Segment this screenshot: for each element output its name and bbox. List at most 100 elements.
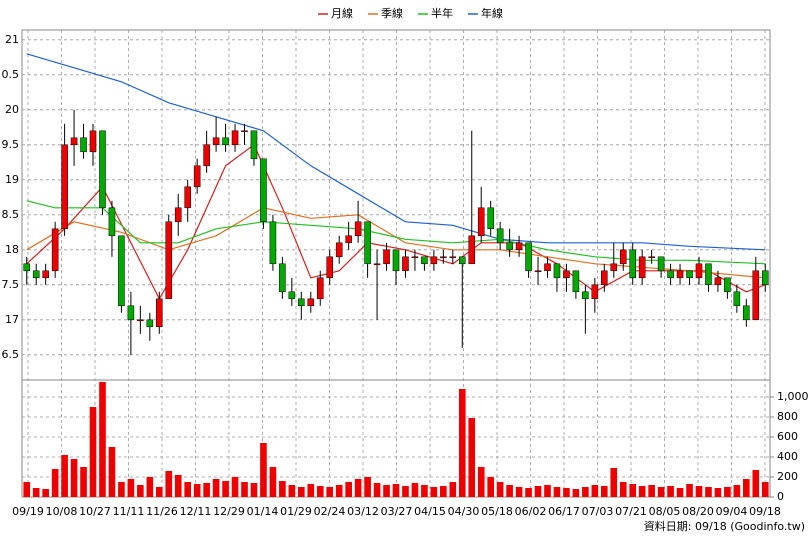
volume-bar bbox=[137, 485, 144, 497]
candle-body bbox=[89, 130, 97, 153]
candle-body bbox=[638, 256, 646, 279]
candle-body bbox=[373, 263, 381, 266]
candle-body bbox=[231, 130, 239, 146]
candle-body bbox=[156, 298, 163, 328]
volume-bar bbox=[629, 484, 637, 497]
x-tick-label: 03/27 bbox=[381, 505, 413, 518]
y-tick-label: 6.5 bbox=[2, 348, 20, 361]
candle-body bbox=[705, 263, 712, 286]
candle-body bbox=[193, 165, 201, 188]
volume-bar bbox=[373, 483, 381, 497]
y2-tick-label: 1,000 bbox=[777, 390, 808, 403]
x-tick-label: 12/29 bbox=[213, 505, 245, 518]
volume-bar bbox=[260, 443, 267, 497]
x-tick-label: 10/08 bbox=[46, 505, 78, 518]
x-tick-label: 11/26 bbox=[146, 505, 178, 518]
volume-bar bbox=[42, 489, 49, 497]
candle-body bbox=[241, 130, 248, 133]
candle-body bbox=[61, 144, 68, 230]
volume-bar bbox=[51, 469, 59, 497]
candle-body bbox=[733, 291, 741, 307]
volume-bar bbox=[298, 487, 305, 497]
y2-tick-label: 600 bbox=[777, 430, 798, 443]
candle-body bbox=[601, 270, 608, 286]
candle-body bbox=[629, 249, 636, 279]
volume-bar bbox=[487, 477, 494, 497]
y-tick-label: 8.5 bbox=[2, 208, 20, 221]
x-tick-label: 07/21 bbox=[615, 505, 647, 518]
candle-body bbox=[42, 270, 49, 279]
candle-body bbox=[657, 256, 665, 272]
volume-bar bbox=[733, 485, 741, 497]
candle-body bbox=[174, 207, 182, 223]
y-tick-label: 0.5 bbox=[2, 68, 20, 81]
candle-body bbox=[298, 298, 305, 307]
candle-body bbox=[449, 256, 457, 259]
volume-bar bbox=[212, 479, 220, 497]
y-tick-label: 19 bbox=[5, 173, 19, 186]
x-tick-label: 12/11 bbox=[180, 505, 212, 518]
candle-body bbox=[534, 270, 542, 273]
candle-body bbox=[430, 256, 438, 265]
volume-bar bbox=[544, 485, 551, 497]
volume-bar bbox=[525, 488, 532, 497]
x-tick-label: 09/19 bbox=[12, 505, 44, 518]
candle-body bbox=[392, 249, 400, 272]
volume-bar bbox=[231, 477, 239, 497]
volume-bar bbox=[80, 467, 87, 497]
candle-body bbox=[260, 158, 267, 223]
volume-bar bbox=[345, 482, 352, 497]
volume-bar bbox=[553, 487, 561, 497]
volume-bar bbox=[203, 483, 210, 497]
candle-body bbox=[108, 207, 116, 237]
volume-bar bbox=[657, 487, 665, 497]
volume-bar bbox=[705, 487, 712, 497]
candle-body bbox=[99, 130, 106, 209]
legend-label: 年線 bbox=[481, 6, 503, 20]
volume-bar bbox=[222, 481, 229, 497]
candle-body bbox=[440, 256, 447, 259]
y2-tick-label: 200 bbox=[777, 470, 798, 483]
y-tick-label: 18 bbox=[5, 243, 19, 256]
candle-body bbox=[316, 277, 324, 300]
volume-bar bbox=[383, 485, 390, 497]
volume-bar bbox=[364, 477, 371, 497]
volume-bar bbox=[279, 481, 286, 497]
candle-body bbox=[137, 319, 144, 322]
volume-bar bbox=[743, 479, 750, 497]
candle-body bbox=[610, 263, 618, 272]
candle-body bbox=[458, 256, 466, 265]
y-tick-label: 20 bbox=[5, 103, 19, 116]
volume-bar bbox=[108, 447, 116, 497]
volume-bar bbox=[714, 488, 722, 497]
candle-body bbox=[676, 270, 684, 279]
candle-body bbox=[582, 291, 589, 300]
legend-label: 季線 bbox=[381, 6, 403, 20]
volume-bar bbox=[515, 487, 523, 497]
volume-bar bbox=[32, 488, 40, 497]
volume-bar bbox=[572, 489, 580, 497]
candle-body bbox=[269, 221, 277, 265]
volume-bar bbox=[118, 482, 125, 497]
candle-body bbox=[383, 249, 390, 265]
candle-body bbox=[23, 263, 31, 272]
candle-body bbox=[496, 228, 504, 244]
candle-body bbox=[743, 305, 750, 321]
candle-body bbox=[80, 137, 87, 153]
candle-body bbox=[563, 270, 570, 279]
candle-body bbox=[51, 228, 59, 272]
volume-bar bbox=[23, 482, 31, 497]
candle-body bbox=[724, 277, 731, 293]
candle-body bbox=[222, 137, 229, 146]
volume-bar bbox=[563, 488, 570, 497]
candle-body bbox=[667, 270, 674, 279]
candle-body bbox=[468, 235, 476, 265]
candle-body bbox=[354, 221, 362, 237]
x-tick-label: 04/15 bbox=[414, 505, 446, 518]
candle-body bbox=[250, 130, 258, 160]
y-tick-label: 7.5 bbox=[2, 278, 20, 291]
candle-body bbox=[572, 270, 580, 293]
y-tick-label: 17 bbox=[5, 313, 19, 326]
x-tick-label: 10/27 bbox=[79, 505, 111, 518]
